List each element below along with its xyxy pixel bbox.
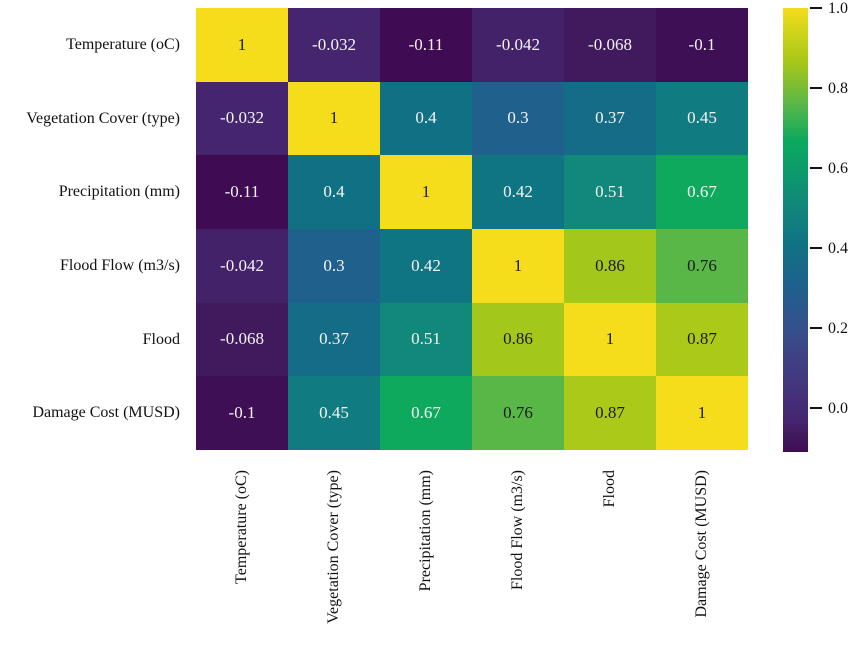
heatmap-cell: -0.042 bbox=[196, 228, 288, 303]
heatmap-cell: 0.42 bbox=[472, 155, 564, 229]
heatmap-cell: 0.87 bbox=[656, 302, 748, 377]
colorbar-tick-label: 1.0 bbox=[828, 0, 848, 17]
y-axis-label: Precipitation (mm) bbox=[58, 183, 180, 201]
heatmap-cell: 0.42 bbox=[380, 228, 472, 303]
x-axis-label-cell: Flood bbox=[564, 450, 656, 653]
heatmap-cell: 0.86 bbox=[564, 228, 656, 303]
heatmap-cell: -0.11 bbox=[380, 8, 472, 82]
colorbar-tick-line bbox=[810, 6, 822, 10]
colorbar-tick-label: 0.8 bbox=[828, 79, 848, 97]
heatmap-cell: 0.37 bbox=[564, 81, 656, 156]
heatmap-cell: 0.76 bbox=[656, 228, 748, 303]
heatmap-cell: 1 bbox=[472, 228, 564, 303]
colorbar-tick-line bbox=[810, 246, 822, 250]
heatmap-grid: 1 -0.032 -0.11 -0.042 -0.068 -0.1 -0.032 1 0.4 0.… bbox=[196, 8, 748, 450]
heatmap-cell: 0.4 bbox=[288, 155, 380, 229]
heatmap-cell: 1 bbox=[564, 302, 656, 377]
colorbar-tick-line bbox=[810, 326, 822, 330]
heatmap-cell: 1 bbox=[656, 376, 748, 450]
heatmap-cell: 0.37 bbox=[288, 302, 380, 377]
colorbar-tick-line bbox=[810, 406, 822, 410]
heatmap-cell: 0.76 bbox=[472, 376, 564, 450]
heatmap-cell: 0.51 bbox=[564, 155, 656, 229]
x-axis-label: Precipitation (mm) bbox=[417, 470, 434, 592]
heatmap-cell: 1 bbox=[380, 155, 472, 229]
colorbar-tick-label: 0.2 bbox=[828, 319, 848, 337]
colorbar-tick-label: 0.6 bbox=[828, 159, 848, 177]
heatmap-cell: 0.87 bbox=[564, 376, 656, 450]
heatmap-cell: 0.45 bbox=[656, 81, 748, 156]
heatmap-cell: 0.67 bbox=[380, 376, 472, 450]
heatmap-cell: 0.45 bbox=[288, 376, 380, 450]
heatmap-cell: 0.3 bbox=[472, 81, 564, 156]
x-axis-labels: Temperature (oC) Vegetation Cover (type) P… bbox=[196, 450, 748, 653]
heatmap-cell: 0.4 bbox=[380, 81, 472, 156]
heatmap-cell: -0.1 bbox=[656, 8, 748, 82]
x-axis-label-cell: Damage Cost (MUSD) bbox=[656, 450, 748, 653]
x-axis-label: Damage Cost (MUSD) bbox=[693, 470, 710, 618]
colorbar-gradient bbox=[783, 8, 808, 452]
heatmap-cell: -0.042 bbox=[472, 8, 564, 82]
heatmap-cell: -0.1 bbox=[196, 376, 288, 450]
y-axis-label: Temperature (oC) bbox=[66, 35, 180, 53]
y-axis-labels: Temperature (oC) Vegetation Cover (type) P… bbox=[0, 8, 188, 450]
x-axis-label-cell: Temperature (oC) bbox=[196, 450, 288, 653]
colorbar-tick-line bbox=[810, 166, 822, 170]
colorbar-tick-label: 0.4 bbox=[828, 239, 848, 257]
colorbar-tick-label: 0.0 bbox=[828, 399, 848, 417]
heatmap-cell: -0.032 bbox=[288, 8, 380, 82]
heatmap-cell: -0.068 bbox=[196, 302, 288, 377]
x-axis-label: Flood Flow (m3/s) bbox=[509, 470, 526, 591]
y-axis-label: Flood Flow (m3/s) bbox=[59, 256, 180, 274]
x-axis-label: Vegetation Cover (type) bbox=[325, 470, 342, 624]
colorbar: 1.0 0.8 0.6 0.4 0.2 0.0 bbox=[783, 0, 850, 452]
heatmap-cell: -0.068 bbox=[564, 8, 656, 82]
heatmap-cell: 0.3 bbox=[288, 228, 380, 303]
y-axis-label: Damage Cost (MUSD) bbox=[32, 404, 180, 422]
colorbar-tick-line bbox=[810, 86, 822, 90]
y-axis-label: Vegetation Cover (type) bbox=[26, 109, 180, 127]
heatmap-cell: 1 bbox=[196, 8, 288, 82]
x-axis-label-cell: Flood Flow (m3/s) bbox=[472, 450, 564, 653]
heatmap-cell: 0.51 bbox=[380, 302, 472, 377]
y-axis-label: Flood bbox=[142, 330, 180, 348]
heatmap-cell: 1 bbox=[288, 81, 380, 156]
heatmap-cell: -0.032 bbox=[196, 81, 288, 156]
x-axis-label-cell: Vegetation Cover (type) bbox=[288, 450, 380, 653]
heatmap-cell: -0.11 bbox=[196, 155, 288, 229]
heatmap-cell: 0.67 bbox=[656, 155, 748, 229]
x-axis-label: Flood bbox=[601, 470, 618, 508]
x-axis-label: Temperature (oC) bbox=[233, 470, 250, 584]
x-axis-label-cell: Precipitation (mm) bbox=[380, 450, 472, 653]
heatmap-cell: 0.86 bbox=[472, 302, 564, 377]
